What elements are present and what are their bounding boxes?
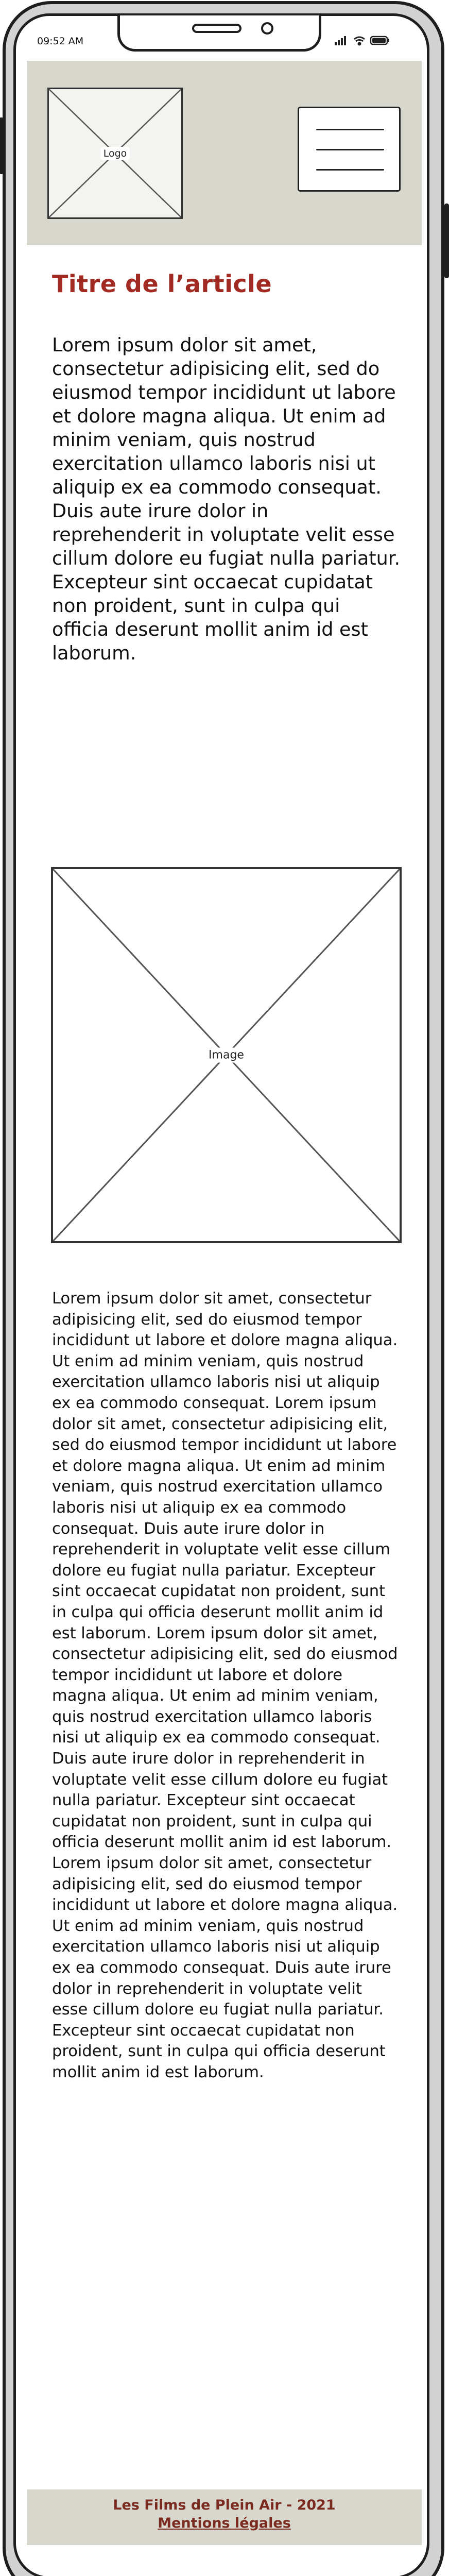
article-lead: Lorem ipsum dolor sit amet, consectetur …	[52, 334, 401, 664]
phone-screen	[13, 13, 429, 2576]
hamburger-menu-icon	[316, 129, 384, 130]
hamburger-menu-icon	[316, 149, 384, 150]
battery-icon	[370, 36, 389, 45]
notch	[117, 15, 321, 52]
hamburger-menu-button[interactable]	[298, 107, 401, 192]
status-time: 09:52 AM	[37, 36, 84, 47]
logo-label: Logo	[100, 146, 130, 160]
article-body: Lorem ipsum dolor sit amet, consectetur …	[52, 1290, 398, 2081]
signal-icon	[335, 36, 346, 45]
site-footer: Les Films de Plein Air - 2021 Mentions l…	[27, 2489, 422, 2545]
image-label: Image	[205, 1047, 247, 1063]
logo[interactable]: Logo	[47, 88, 183, 219]
speaker-icon	[192, 24, 241, 33]
article-title: Titre de l’article	[52, 270, 272, 298]
volume-button	[444, 204, 449, 278]
hamburger-menu-icon	[316, 169, 384, 171]
power-button	[0, 117, 4, 174]
status-icons	[335, 36, 389, 46]
wifi-icon	[354, 36, 365, 46]
footer-copyright: Les Films de Plein Air - 2021	[113, 2497, 336, 2513]
legal-notice-link[interactable]: Mentions légales	[158, 2515, 291, 2531]
camera-icon	[261, 22, 273, 35]
article-image: Image	[51, 867, 402, 1243]
